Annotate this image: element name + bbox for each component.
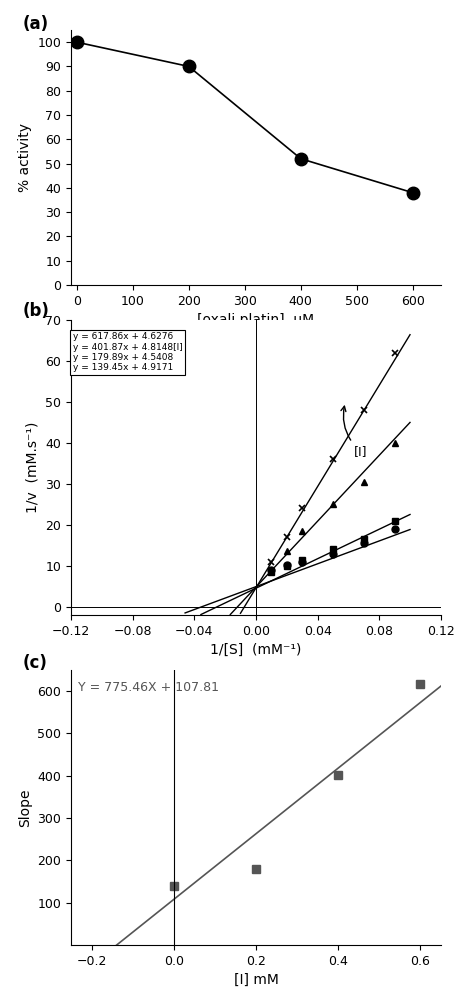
Y-axis label: % activity: % activity (18, 123, 32, 192)
Text: Y = 775.46X + 107.81: Y = 775.46X + 107.81 (79, 681, 219, 694)
Text: y = 617.86x + 4.6276
y = 401.87x + 4.8148[I]
y = 179.89x + 4.5408
y = 139.45x + : y = 617.86x + 4.6276 y = 401.87x + 4.814… (73, 332, 182, 372)
Text: (b): (b) (23, 302, 50, 320)
X-axis label: [I] mM: [I] mM (234, 973, 278, 987)
Text: [I]: [I] (341, 406, 367, 458)
Text: (c): (c) (23, 654, 48, 672)
Y-axis label: Slope: Slope (18, 788, 32, 827)
Y-axis label: 1/v  (mM.s⁻¹): 1/v (mM.s⁻¹) (26, 422, 40, 513)
X-axis label: 1/[S]  (mM⁻¹): 1/[S] (mM⁻¹) (210, 643, 301, 657)
X-axis label: [oxali platin]  μM: [oxali platin] μM (197, 313, 315, 327)
Text: (a): (a) (23, 15, 49, 33)
